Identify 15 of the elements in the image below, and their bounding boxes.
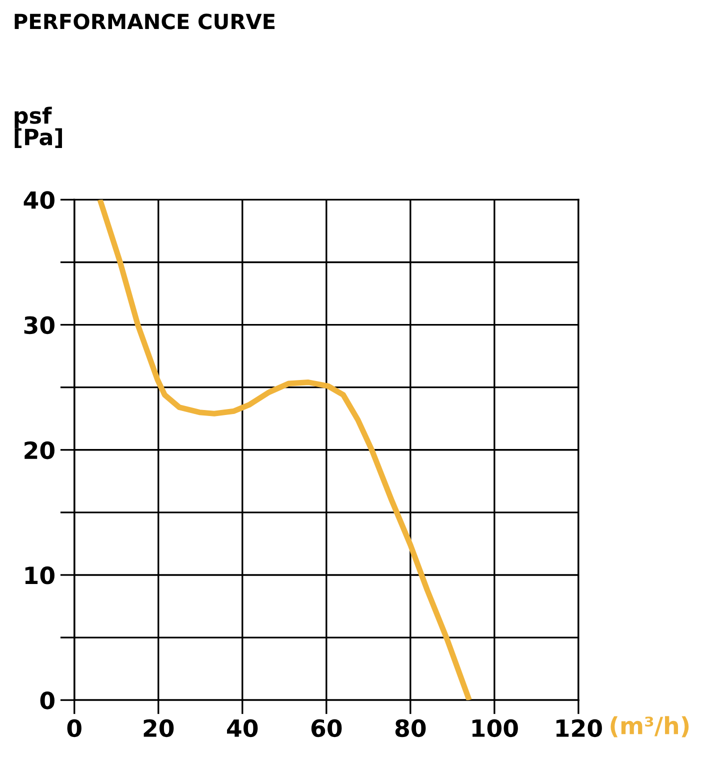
x-tick-label: 0	[67, 719, 82, 738]
chart-title: PERFORMANCE CURVE	[14, 14, 275, 30]
x-tick-label: 120	[556, 719, 602, 738]
x-tick-label: 40	[227, 719, 258, 738]
y-tick-label: 10	[25, 566, 54, 584]
y-axis-title: psf [Pa]	[14, 106, 62, 148]
y-tick-label: 40	[24, 191, 54, 209]
x-tick-label: 80	[395, 719, 426, 738]
x-tick-label: 100	[472, 719, 518, 738]
y-tick-label: 0	[40, 692, 54, 710]
y-tick-label: 20	[24, 441, 54, 460]
x-axis-title: (m³/h)	[610, 716, 689, 738]
x-tick-label: 20	[144, 719, 174, 738]
y-tick-label: 30	[24, 316, 54, 334]
x-tick-label: 60	[311, 719, 342, 738]
